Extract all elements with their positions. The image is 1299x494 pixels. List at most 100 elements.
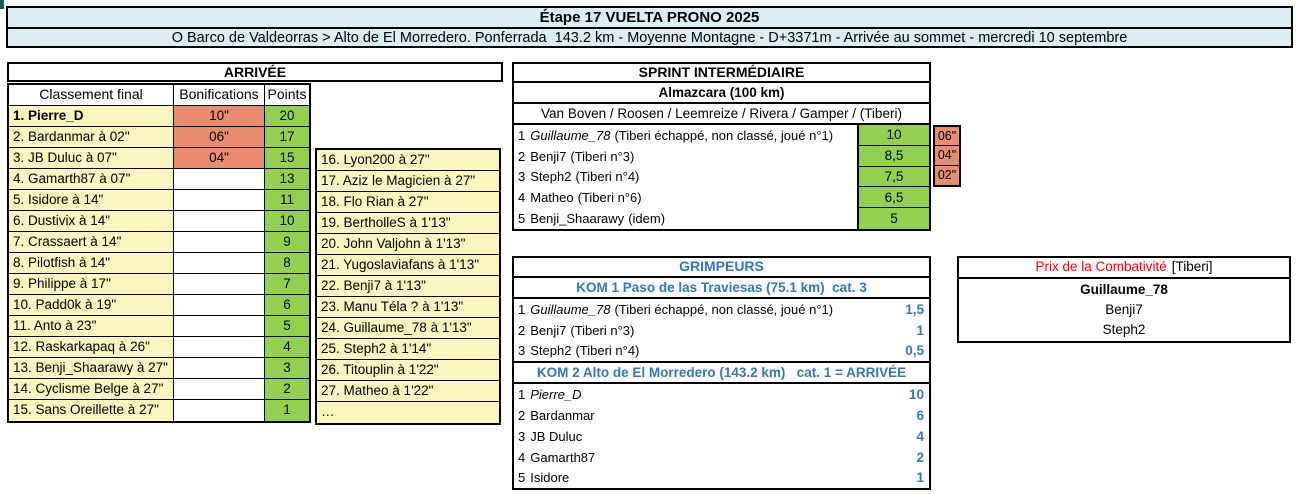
sprint-intermediaire-table: SPRINT INTERMÉDIAIRE Almazcara (100 km) … <box>512 62 931 231</box>
sprint-row: 2 Benji7 (Tiberi n°3) 8,5 <box>514 145 929 167</box>
sprint-points-cell: 10 <box>857 125 929 146</box>
arrivee-row: 10. Padd0k à 19" 6 <box>9 295 309 316</box>
combativite-holder: [Tiberi] <box>1171 259 1213 274</box>
sheet-corner-mark <box>0 0 4 9</box>
bonification-cell: 04" <box>174 148 265 168</box>
kom-rider-cell: 3 Steph2 (Tiberi n°4) <box>514 343 905 358</box>
sprint-section-title: SPRINT INTERMÉDIAIRE <box>514 64 929 83</box>
points-cell: 15 <box>265 148 309 168</box>
rank-label: 4 <box>518 449 526 465</box>
rank-label: 1 <box>518 127 526 143</box>
arrivee-overflow-row: 19. BertholleS à 1'13" <box>317 213 499 234</box>
arrivee-overflow-row: 22. Benji7 à 1'13" <box>317 276 499 297</box>
rider-name: Pierre_D <box>530 387 582 403</box>
rider-name: Benji7 <box>530 322 567 338</box>
rank-label: 1 <box>518 301 526 317</box>
points-cell: 20 <box>265 106 309 126</box>
kom-points-cell: 0,5 <box>905 343 924 359</box>
bonification-cell <box>174 253 265 273</box>
rank-label: 2 <box>518 408 526 424</box>
kom2-title: KOM 2 Alto de El Morredero (143.2 km) ca… <box>514 361 929 385</box>
rider-note: (Tiberi n°3) <box>570 322 635 338</box>
sprint-rider-cell: 3 Steph2 (Tiberi n°4) <box>514 167 857 188</box>
kom-row: 3 Steph2 (Tiberi n°4) 0,5 <box>514 341 929 362</box>
arrivee-row: 5. Isidore à 14" 11 <box>9 190 309 211</box>
kom-rider-cell: 4 Gamarth87 <box>514 450 916 465</box>
sprint-row: 4 Matheo (Tiberi n°6) 6,5 <box>514 187 929 209</box>
points-cell: 7 <box>265 274 309 294</box>
arrivee-overflow-row: 17. Aziz le Magicien à 27" <box>317 171 499 192</box>
combativite-box: Prix de la Combativité [Tiberi] Guillaume… <box>957 256 1291 343</box>
kom-rider-cell: 1 Pierre_D <box>514 387 909 402</box>
rank-label: 1 <box>518 387 526 403</box>
arrivee-overflow-row: 25. Steph2 à 1'14" <box>317 339 499 360</box>
arrivee-row: 3. JB Duluc à 07" 04" 15 <box>9 148 309 169</box>
rider-note: (idem) <box>628 211 666 227</box>
sprint-bonification-cell: 02" <box>935 165 959 186</box>
rank-label: 2 <box>518 148 526 164</box>
points-cell: 3 <box>265 358 309 378</box>
arrivee-row: 8. Pilotfish à 14" 8 <box>9 253 309 274</box>
arrivee-overflow-row: 27. Matheo à 1'22" <box>317 381 499 402</box>
rider-note: (Tiberi n°6) <box>577 190 642 206</box>
arrivee-section-title: ARRIVÉE <box>7 62 503 82</box>
combativite-name: Guillaume_78 <box>1080 282 1168 297</box>
arrivee-table: Classement final Bonifications Points 1.… <box>7 83 311 423</box>
kom1-rows: 1 Guillaume_78 (Tiberi échappé, non classé… <box>514 299 929 361</box>
rank-label: 2 <box>518 322 526 338</box>
points-cell: 1 <box>265 400 309 421</box>
kom-points-cell: 6 <box>916 408 924 424</box>
rider-name: Matheo <box>530 190 574 206</box>
bonification-cell <box>174 190 265 210</box>
arrivee-overflow-row: 18. Flo Rian à 27" <box>317 192 499 213</box>
arrivee-row: 1. Pierre_D 10" 20 <box>9 106 309 127</box>
sprint-points-cell: 7,5 <box>857 166 929 188</box>
arrivee-table-header: Classement final Bonifications Points <box>9 85 309 106</box>
rank-label: 3 <box>518 343 526 359</box>
rider-name-cell: 2. Bardanmar à 02" <box>9 127 174 147</box>
kom2-rows: 1 Pierre_D 10 2 Bardanmar 6 3 JB Duluc 4 4 Gamarth… <box>514 384 929 488</box>
rider-name-cell: 13. Benji_Shaarawy à 27" <box>9 358 174 378</box>
rider-name-cell: 3. JB Duluc à 07" <box>9 148 174 168</box>
kom-row: 1 Guillaume_78 (Tiberi échappé, non classé… <box>514 299 929 320</box>
sprint-rows: 1 Guillaume_78 (Tiberi échappé, non classé… <box>514 125 929 229</box>
sprint-points-cell: 5 <box>857 208 929 229</box>
arrivee-overflow-row: … <box>321 404 335 419</box>
points-cell: 17 <box>265 127 309 147</box>
rank-label: 5 <box>518 211 526 227</box>
points-cell: 11 <box>265 190 309 210</box>
arrivee-row: 7. Crassaert à 14" 9 <box>9 232 309 253</box>
arrivee-overflow-table: 16. Lyon200 à 27" 17. Aziz le Magicien à … <box>315 148 501 425</box>
rank-label: 3 <box>518 428 526 444</box>
rank-label: 4 <box>518 190 526 206</box>
bonification-cell <box>174 337 265 357</box>
arrivee-overflow-row: 20. John Valjohn à 1'13" <box>317 234 499 255</box>
kom-points-cell: 2 <box>916 449 924 465</box>
kom-row: 5 Isidore 1 <box>514 468 929 489</box>
sprint-row: 5 Benji_Shaarawy (idem) 5 <box>514 208 929 229</box>
bonification-cell <box>174 295 265 315</box>
sprint-row: 1 Guillaume_78 (Tiberi échappé, non classé… <box>514 125 929 146</box>
kom-row: 3 JB Duluc 4 <box>514 426 929 447</box>
kom-points-cell: 1 <box>916 470 924 486</box>
rider-name: Gamarth87 <box>530 449 596 465</box>
rider-name: Guillaume_78 <box>530 301 611 317</box>
arrivee-row: 11. Anto à 23" 5 <box>9 316 309 337</box>
kom-rider-cell: 2 Benji7 (Tiberi n°3) <box>514 323 916 338</box>
sprint-points-cell: 8,5 <box>857 145 929 167</box>
sprint-riders-line: Van Boven / Roosen / Leemreize / Rivera … <box>514 104 929 125</box>
rank-label: 3 <box>518 169 526 185</box>
bonification-cell <box>174 232 265 252</box>
kom-points-cell: 1,5 <box>905 301 924 317</box>
bonification-cell <box>174 274 265 294</box>
combativite-names: Guillaume_78 Benji7 Steph2 <box>959 279 1289 341</box>
stage-header: Étape 17 VUELTA PRONO 2025 O Barco de Va… <box>6 6 1293 48</box>
rider-name: JB Duluc <box>530 428 583 444</box>
kom-row: 4 Gamarth87 2 <box>514 447 929 468</box>
bonification-cell <box>174 400 265 421</box>
bonification-cell <box>174 316 265 336</box>
arrivee-row: 2. Bardanmar à 02" 06" 17 <box>9 127 309 148</box>
kom-row: 2 Bardanmar 6 <box>514 405 929 426</box>
rider-name-cell: 11. Anto à 23" <box>9 316 174 336</box>
rider-note: (Tiberi n°3) <box>570 148 635 164</box>
